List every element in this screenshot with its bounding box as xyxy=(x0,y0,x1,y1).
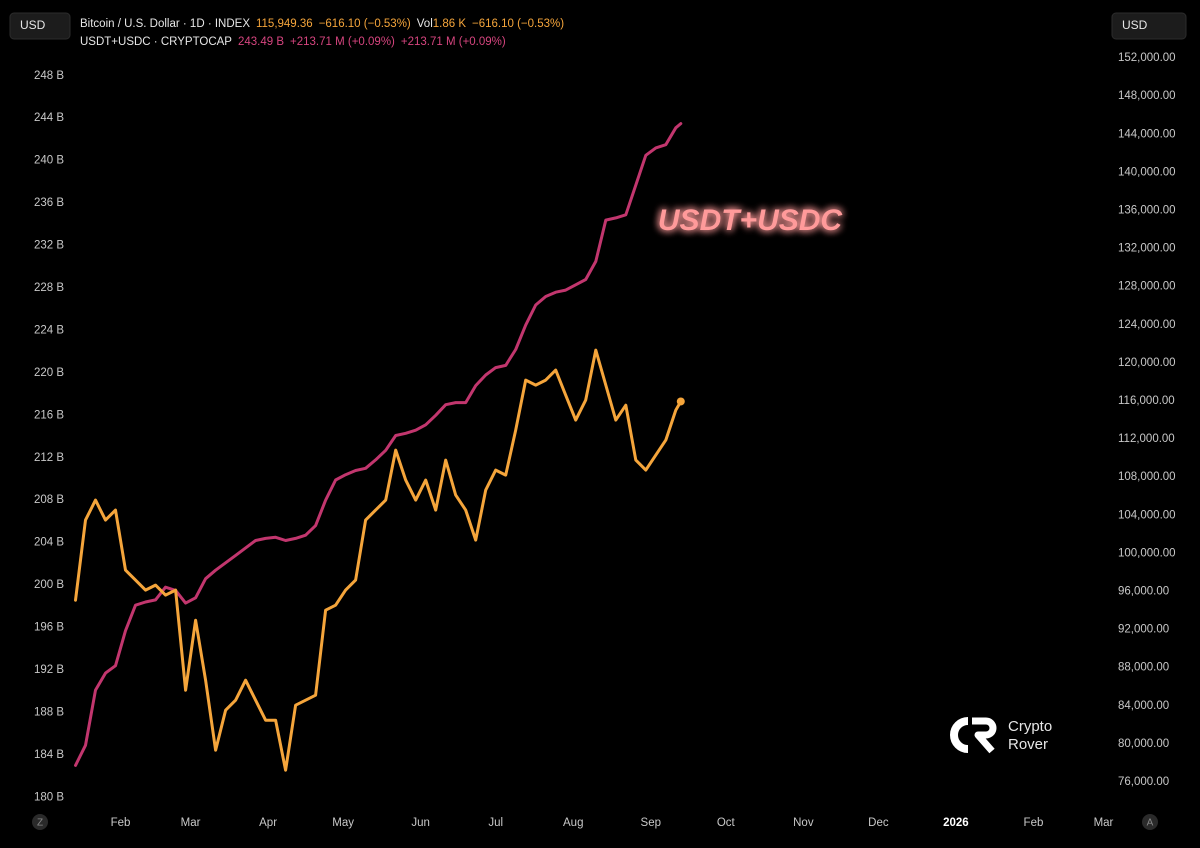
y2-tick-label: 88,000.00 xyxy=(1118,662,1169,674)
x-tick-label: Apr xyxy=(259,817,277,829)
scale-button-label[interactable]: A xyxy=(1147,818,1154,829)
series-line xyxy=(74,348,683,772)
y2-tick-label: 144,000.00 xyxy=(1118,128,1176,140)
legend-entry: USDT+USDC · CRYPTOCAP xyxy=(80,36,232,48)
y-tick-label: 216 B xyxy=(34,409,64,421)
legend-entry: Bitcoin / U.S. Dollar · 1D · INDEX xyxy=(80,18,250,30)
scale-button[interactable] xyxy=(32,814,48,830)
x-tick-label: Feb xyxy=(1024,817,1044,829)
y2-tick-label: 76,000.00 xyxy=(1118,776,1169,788)
y2-tick-label: 116,000.00 xyxy=(1118,395,1175,407)
y-tick-label: 248 B xyxy=(34,70,64,82)
y-axis-label[interactable]: USD xyxy=(20,18,46,32)
legend-volume: 1.86 K xyxy=(433,18,467,30)
y-tick-label: 220 B xyxy=(34,367,64,379)
currency-button[interactable] xyxy=(1111,12,1187,40)
x-tick-label: 2026 xyxy=(943,817,969,829)
legend-change: −616.10 (−0.53%) xyxy=(319,18,411,30)
x-tick-label: Jun xyxy=(411,817,430,829)
y2-tick-label: 132,000.00 xyxy=(1118,243,1176,255)
y2-axis-label[interactable]: USD xyxy=(1122,18,1148,32)
y-tick-label: 228 B xyxy=(34,282,64,294)
y2-tick-label: 84,000.00 xyxy=(1118,700,1169,712)
y2-tick-label: 92,000.00 xyxy=(1118,624,1169,636)
y2-tick-label: 96,000.00 xyxy=(1118,586,1169,598)
y-tick-label: 208 B xyxy=(34,494,64,506)
y-tick-label: 204 B xyxy=(34,537,64,549)
y-tick-label: 188 B xyxy=(34,706,64,718)
y2-tick-label: 152,000.00 xyxy=(1118,52,1176,64)
x-tick-label: Aug xyxy=(563,817,583,829)
legend-price: 115,949.36 xyxy=(256,18,313,30)
watermark-logo xyxy=(950,717,997,754)
legend-value: 243.49 B xyxy=(238,36,284,48)
logo-r xyxy=(972,717,997,754)
legend-change: +213.71 M (+0.09%) xyxy=(290,36,395,48)
legend-line: USDT+USDC · CRYPTOCAP 243.49 B +213.71 M (… xyxy=(80,36,506,48)
y2-tick-label: 80,000.00 xyxy=(1118,738,1169,750)
y2-tick-label: 148,000.00 xyxy=(1118,90,1176,102)
y2-tick-label: 124,000.00 xyxy=(1118,319,1176,331)
x-tick-label: Oct xyxy=(717,817,736,829)
y-tick-label: 212 B xyxy=(34,452,64,464)
scale-button-label[interactable]: Z xyxy=(37,818,43,829)
y-tick-label: 240 B xyxy=(34,155,64,167)
y-tick-label: 236 B xyxy=(34,197,64,209)
y-tick-label: 200 B xyxy=(34,579,64,591)
x-tick-label: Mar xyxy=(181,817,201,829)
y2-tick-label: 112,000.00 xyxy=(1118,433,1175,445)
x-tick-label: Jul xyxy=(488,817,503,829)
legend-vol-change: −616.10 (−0.53%) xyxy=(472,18,564,30)
watermark-text: Crypto xyxy=(1008,718,1052,735)
y-tick-label: 196 B xyxy=(34,622,64,634)
annotation: USDT+USDC xyxy=(658,204,844,237)
x-tick-label: Dec xyxy=(868,817,889,829)
y-tick-label: 192 B xyxy=(34,664,64,676)
scale-button[interactable] xyxy=(1142,814,1158,830)
y2-tick-label: 100,000.00 xyxy=(1118,547,1176,559)
y-tick-label: 184 B xyxy=(34,749,64,761)
last-point xyxy=(676,397,685,406)
legend-vol-label: Vol xyxy=(417,18,433,30)
y-tick-label: 180 B xyxy=(34,791,64,803)
y2-tick-label: 128,000.00 xyxy=(1118,281,1176,293)
x-tick-label: May xyxy=(332,817,354,829)
watermark-text: Rover xyxy=(1008,736,1048,753)
x-tick-label: Nov xyxy=(793,817,814,829)
logo-c xyxy=(950,717,969,753)
y2-tick-label: 108,000.00 xyxy=(1118,471,1176,483)
y-tick-label: 232 B xyxy=(34,240,64,252)
x-tick-label: Feb xyxy=(111,817,131,829)
x-tick-label: Mar xyxy=(1094,817,1114,829)
currency-button[interactable] xyxy=(9,12,71,40)
y-tick-label: 244 B xyxy=(34,112,64,124)
y2-tick-label: 136,000.00 xyxy=(1118,204,1176,216)
y-tick-label: 224 B xyxy=(34,324,64,336)
legend-change: +213.71 M (+0.09%) xyxy=(401,36,506,48)
x-tick-label: Sep xyxy=(641,817,661,829)
y2-tick-label: 120,000.00 xyxy=(1118,357,1176,369)
y2-tick-label: 140,000.00 xyxy=(1118,166,1176,178)
y2-tick-label: 104,000.00 xyxy=(1118,509,1176,521)
legend-line: Bitcoin / U.S. Dollar · 1D · INDEX 115,94… xyxy=(80,18,564,30)
